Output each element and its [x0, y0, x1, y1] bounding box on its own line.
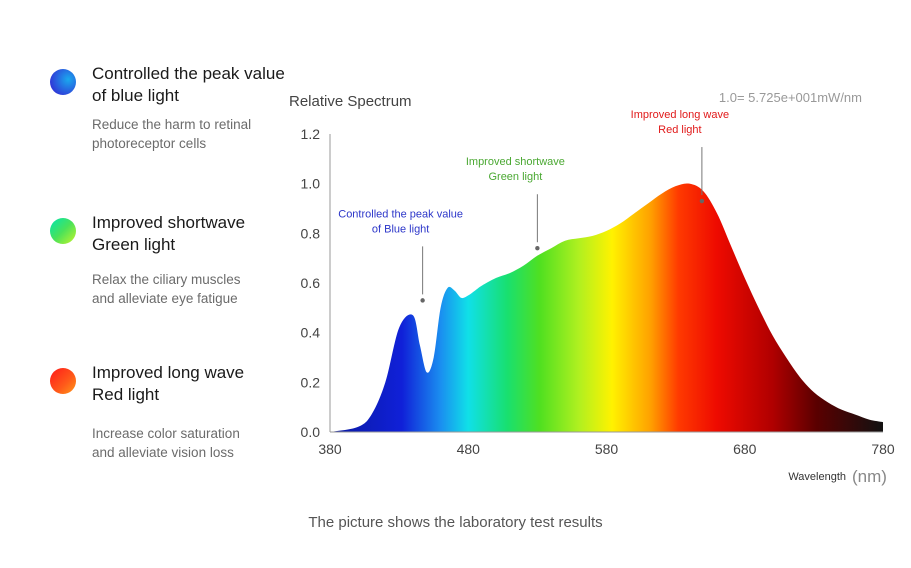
y-tick-label: 0.0: [301, 424, 321, 440]
chart-caption: The picture shows the laboratory test re…: [308, 514, 603, 531]
y-tick-label: 0.8: [301, 225, 321, 241]
blue-light-dot-icon: [50, 69, 76, 95]
scale-note: 1.0= 5.725e+001mW/nm: [719, 90, 862, 105]
annotation-label: of Blue light: [372, 223, 429, 235]
plot-area: 0.0 0.2 0.4 0.6 0.8 1.0 1.2 380 480 580 680 780 Cont…: [301, 109, 895, 457]
y-tick-label: 0.6: [301, 275, 321, 291]
annotation-point: [535, 246, 540, 251]
x-tick-label: 380: [318, 441, 342, 457]
feature-title: Improved long wave Red light: [92, 363, 245, 404]
x-axis-unit: (nm): [852, 467, 887, 486]
annotation-label: Controlled the peak value: [338, 208, 463, 220]
annotation-label: Green light: [488, 171, 542, 183]
annotation-label: Improved shortwave: [466, 156, 565, 168]
y-tick-label: 1.2: [301, 126, 321, 142]
red-light-dot-icon: [50, 368, 76, 394]
annotation-label: Improved long wave: [631, 109, 729, 121]
green-light-dot-icon: [50, 218, 76, 244]
spectrum-area: [330, 183, 883, 432]
annotation-label: Red light: [658, 124, 701, 136]
y-tick-label: 1.0: [301, 176, 321, 192]
x-tick-label: 680: [733, 441, 757, 457]
x-tick-label: 580: [595, 441, 619, 457]
feature-description: Relax the ciliary muscles and alleviate e…: [92, 272, 241, 306]
feature-title: Improved shortwave Green light: [92, 213, 246, 254]
y-tick-label: 0.4: [301, 325, 321, 341]
x-tick-label: 480: [457, 441, 481, 457]
x-axis-label: Wavelength: [788, 471, 846, 483]
x-tick-label: 780: [871, 441, 895, 457]
annotation-point: [699, 198, 705, 204]
feature-description: Increase color saturation and alleviate v…: [92, 426, 240, 460]
feature-description: Reduce the harm to retinal photoreceptor …: [92, 117, 252, 151]
annotation-point: [420, 298, 425, 303]
feature-title: Controlled the peak value of blue light: [92, 64, 285, 105]
y-tick-label: 0.2: [301, 374, 321, 390]
chart-title: Relative Spectrum: [289, 93, 412, 110]
